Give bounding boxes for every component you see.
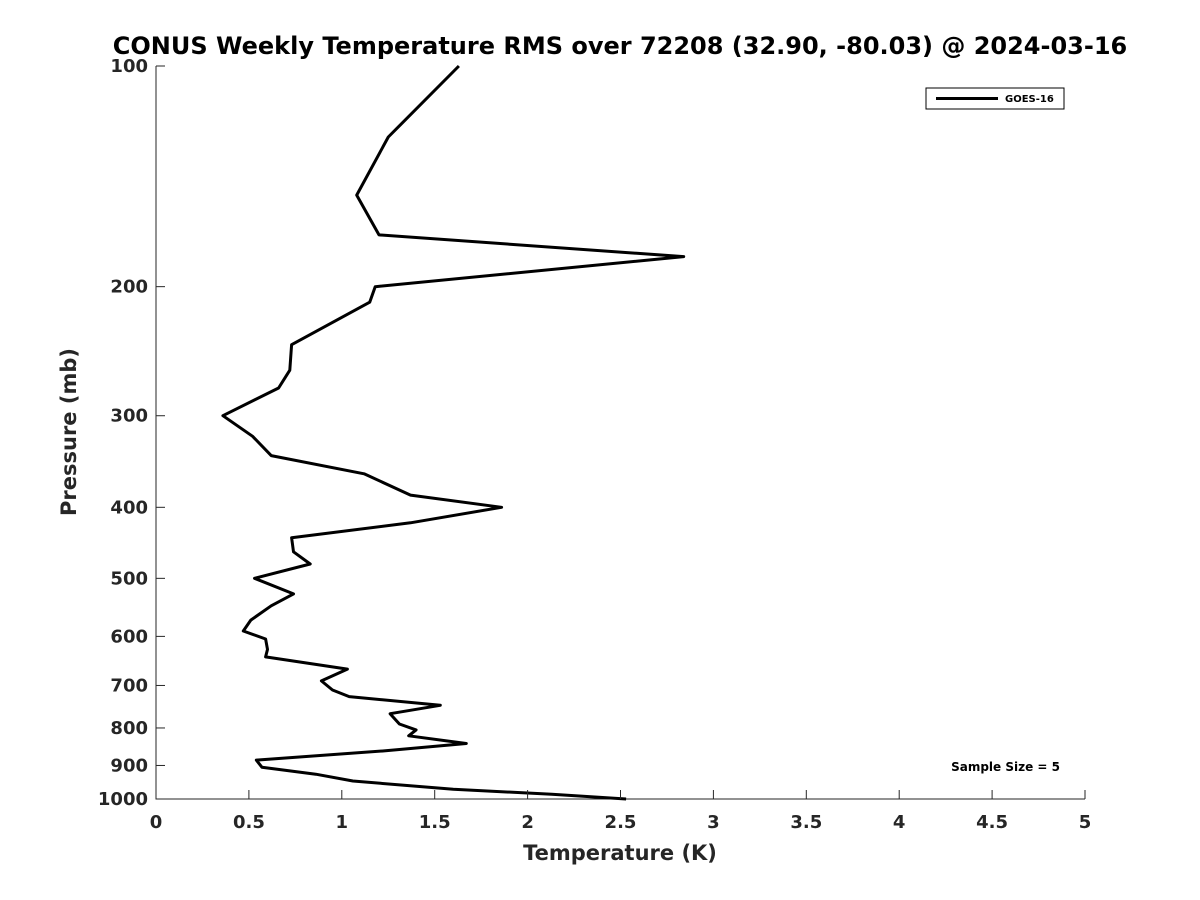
y-tick-label: 700 bbox=[110, 675, 148, 696]
x-tick-label: 0.5 bbox=[233, 812, 265, 833]
y-tick-label: 900 bbox=[110, 755, 148, 776]
x-tick-label: 4 bbox=[893, 812, 906, 833]
x-tick-label: 0 bbox=[150, 812, 163, 833]
y-ticks: 100 200 300 400 500 600 700 800 900 1000 bbox=[98, 56, 165, 810]
y-tick-label: 500 bbox=[110, 568, 148, 589]
x-tick-label: 5 bbox=[1079, 812, 1092, 833]
annotation-sample-size: Sample Size = 5 bbox=[951, 760, 1060, 774]
y-tick-label: 400 bbox=[110, 497, 148, 518]
y-tick-label: 800 bbox=[110, 718, 148, 739]
x-tick-label: 4.5 bbox=[976, 812, 1008, 833]
x-tick-label: 1 bbox=[336, 812, 349, 833]
chart-title: CONUS Weekly Temperature RMS over 72208 … bbox=[113, 32, 1127, 60]
x-tick-label: 2.5 bbox=[605, 812, 637, 833]
y-tick-label: 300 bbox=[110, 406, 148, 427]
x-axis-label: Temperature (K) bbox=[523, 841, 717, 865]
legend-entry-label: GOES-16 bbox=[1005, 94, 1054, 105]
x-tick-label: 2 bbox=[521, 812, 534, 833]
legend: GOES-16 bbox=[925, 87, 1065, 110]
y-tick-label: 1000 bbox=[98, 789, 148, 810]
x-tick-label: 3.5 bbox=[790, 812, 822, 833]
y-tick-label: 200 bbox=[110, 277, 148, 298]
series-line-goes-16 bbox=[221, 64, 686, 801]
x-ticks: 0 0.5 1 1.5 2 2.5 3 3.5 4 4.5 5 bbox=[150, 790, 1092, 833]
y-tick-label: 100 bbox=[110, 56, 148, 77]
series-layer bbox=[221, 64, 686, 801]
y-tick-label: 600 bbox=[110, 626, 148, 647]
x-tick-label: 3 bbox=[707, 812, 720, 833]
x-tick-label: 1.5 bbox=[419, 812, 451, 833]
y-axis-label: Pressure (mb) bbox=[57, 348, 81, 516]
plot-area: 0 0.5 1 1.5 2 2.5 3 3.5 4 4.5 5 100 200 300 400 500 600… bbox=[98, 56, 1091, 833]
